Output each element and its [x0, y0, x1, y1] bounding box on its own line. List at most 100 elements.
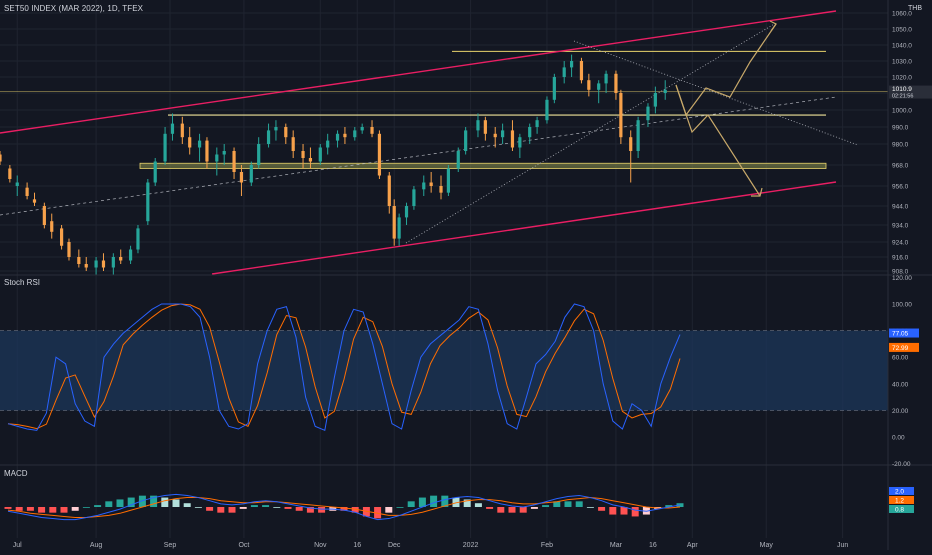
macd-histogram-bar: [49, 507, 57, 513]
candle-up: [353, 130, 357, 138]
candle-down: [0, 154, 2, 162]
candle-up: [476, 120, 480, 131]
candle-down: [205, 140, 209, 162]
macd-histogram-bar: [82, 507, 90, 508]
candle-up: [545, 99, 549, 121]
macd-histogram-bar: [60, 507, 68, 513]
candle-up: [146, 182, 150, 222]
macd-histogram-bar: [407, 501, 415, 507]
macd-histogram-bar: [105, 501, 113, 507]
candle-down: [67, 242, 71, 257]
price-pane[interactable]: [0, 10, 888, 275]
macd-histogram-bar: [631, 507, 639, 517]
candle-up: [646, 106, 650, 121]
price-tick-label: 1060.0: [892, 11, 912, 18]
stoch-k-badge: [889, 328, 919, 338]
macd-histogram-bar: [94, 505, 102, 507]
price-tick-label: 980.0: [892, 142, 909, 149]
candle-up: [552, 77, 556, 100]
candle-up: [274, 127, 278, 131]
macd-histogram-bar: [71, 507, 79, 511]
candle-down: [8, 168, 12, 179]
bearish-projection-path: [675, 84, 761, 197]
candle-down: [180, 123, 184, 138]
macd-title: MACD: [4, 469, 28, 478]
signal-value: 1.2: [895, 498, 904, 505]
macd-histogram-bar: [273, 507, 281, 508]
candle-down: [614, 73, 618, 93]
candle-up: [15, 182, 19, 186]
macd-histogram-bar: [542, 505, 550, 507]
dotted-resistance-trendline: [573, 40, 859, 146]
macd-histogram-bar: [452, 497, 460, 507]
stoch-tick-label: -20.00: [892, 461, 911, 468]
macd-signal-line: [7, 497, 681, 518]
price-tick-label: 1030.0: [892, 59, 912, 66]
candle-up: [163, 133, 167, 162]
candle-down: [308, 158, 313, 162]
stoch-rsi-pane[interactable]: [0, 303, 888, 432]
macd-histogram-bar: [486, 507, 494, 509]
macd-histogram-bar: [497, 507, 505, 513]
macd-histogram-bar: [38, 507, 46, 513]
price-tick-label: 924.0: [892, 240, 909, 247]
price-tick-label: 916.0: [892, 255, 909, 262]
macd-histogram-bar: [127, 497, 135, 507]
stoch-tick-label: 100.00: [892, 302, 912, 309]
stoch-tick-label: 0.00: [892, 435, 905, 442]
macd-histogram-bar: [262, 505, 270, 507]
stoch-tick-label: 40.00: [892, 381, 909, 388]
macd-histogram-bar: [620, 507, 628, 515]
macd-pane[interactable]: [4, 493, 684, 521]
channel-upper-line: [0, 10, 837, 134]
macd-histogram-bar: [284, 507, 292, 509]
grid-lines: [0, 0, 888, 538]
candle-down: [439, 186, 443, 193]
macd-histogram-bar: [15, 507, 23, 511]
macd-histogram-bar: [418, 497, 426, 507]
x-axis-label: 16: [649, 542, 657, 549]
macd-histogram-bar: [340, 507, 348, 511]
candle-up: [111, 257, 115, 268]
signal-value-badge: [889, 496, 914, 504]
x-axis-label: Jun: [837, 542, 848, 549]
macd-histogram-bar: [161, 497, 169, 507]
bullish-projection-arrowhead: [769, 20, 777, 32]
candle-up: [636, 120, 640, 151]
x-axis-label: Apr: [687, 542, 699, 549]
x-axis-label: Sep: [164, 542, 177, 549]
candle-down: [284, 127, 288, 138]
candle-down: [119, 257, 123, 261]
candle-up: [266, 130, 271, 144]
stoch-band-fill: [0, 330, 888, 411]
candle-down: [232, 151, 236, 172]
candle-down: [42, 206, 46, 225]
candle-down: [377, 133, 382, 176]
macd-histogram-bar: [206, 507, 214, 511]
price-tick-label: 934.0: [892, 223, 909, 230]
x-axis-label: Dec: [388, 542, 401, 549]
candle-down: [579, 61, 584, 81]
macd-histogram-bar: [318, 507, 326, 513]
candle-down: [629, 137, 633, 151]
macd-histogram-bar: [385, 507, 393, 513]
candle-down: [343, 133, 347, 138]
macd-histogram-bar: [586, 507, 594, 508]
support-zone: [139, 162, 827, 169]
hist-value: 0.8: [895, 507, 904, 514]
candle-up: [663, 89, 667, 93]
candle-down: [301, 151, 305, 158]
candle-down: [587, 80, 591, 90]
candle-up: [412, 189, 416, 206]
candle-down: [77, 257, 81, 264]
macd-histogram-bar: [239, 507, 247, 509]
macd-histogram-bar: [4, 507, 12, 509]
macd-histogram-bar: [362, 507, 370, 517]
price-tick-label: 944.0: [892, 204, 909, 211]
macd-histogram-bar: [519, 507, 527, 513]
macd-value-badge: [889, 487, 914, 495]
macd-histogram-bar: [374, 507, 382, 519]
